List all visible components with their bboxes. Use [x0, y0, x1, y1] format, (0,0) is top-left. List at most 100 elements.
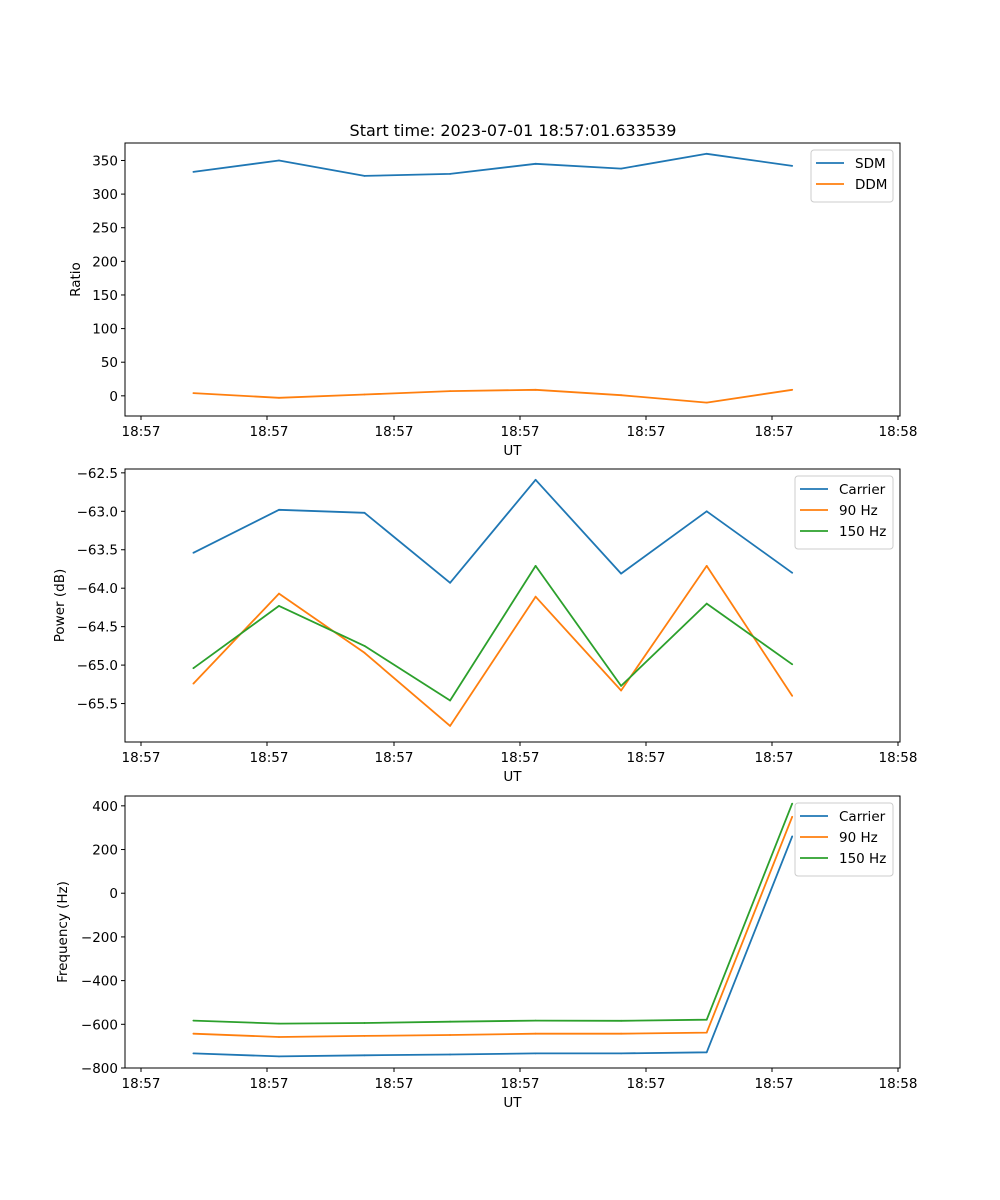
data-point	[534, 478, 537, 481]
data-point	[791, 165, 794, 167]
data-point	[534, 162, 537, 165]
data-point	[449, 581, 451, 584]
x-tick-label: 18:57	[122, 1076, 161, 1092]
legend-label: 150 Hz	[839, 851, 886, 867]
x-tick-label: 18:57	[627, 1076, 666, 1092]
data-point	[278, 159, 280, 162]
series-line-ddm	[193, 388, 793, 404]
data-point	[620, 1032, 622, 1035]
data-point	[705, 1051, 708, 1054]
legend-label: 90 Hz	[839, 830, 878, 846]
data-point	[363, 393, 366, 396]
data-point	[278, 1055, 280, 1058]
y-tick-label: 300	[92, 187, 118, 203]
data-point	[363, 1022, 366, 1024]
data-point	[534, 1019, 537, 1022]
data-point	[534, 595, 537, 598]
data-point	[192, 1019, 195, 1022]
data-point	[705, 1018, 708, 1021]
data-point	[363, 1054, 366, 1057]
y-tick-label: 100	[92, 322, 118, 338]
x-tick-label: 18:57	[122, 424, 161, 440]
y-tick-label: 50	[101, 355, 118, 371]
legend: Carrier 90 Hz 150 Hz	[794, 802, 894, 877]
x-tick-label: 18:57	[627, 424, 666, 440]
data-point	[705, 565, 708, 567]
series-line-90-hz	[192, 565, 793, 727]
data-point	[620, 572, 622, 575]
x-axis-label: UT	[503, 769, 522, 785]
data-point	[705, 152, 708, 155]
data-point	[791, 695, 794, 697]
data-point	[192, 1032, 195, 1035]
y-tick-label: −800	[81, 1061, 118, 1077]
y-tick-label: 0	[109, 886, 118, 902]
x-tick-label: 18:57	[501, 424, 540, 440]
data-point	[449, 1053, 451, 1056]
data-point	[278, 605, 280, 607]
y-axis-label: Power (dB)	[52, 569, 68, 642]
x-axis-label: UT	[503, 443, 522, 459]
series-line-sdm	[193, 152, 793, 177]
data-point	[278, 508, 280, 511]
data-point	[791, 802, 794, 805]
x-tick-label: 18:57	[375, 424, 414, 440]
data-point	[534, 1052, 537, 1055]
data-point	[363, 651, 366, 654]
data-point	[192, 667, 195, 670]
y-tick-label: −600	[81, 1017, 118, 1033]
data-point	[192, 1052, 195, 1055]
data-point	[620, 167, 622, 170]
x-tick-label: 18:57	[627, 750, 666, 766]
data-point	[192, 551, 195, 554]
y-tick-label: 200	[92, 254, 118, 270]
data-point	[192, 682, 195, 685]
y-tick-label: −65.0	[77, 658, 118, 674]
y-axis-label: Frequency (Hz)	[55, 881, 71, 983]
data-point	[705, 602, 708, 605]
data-point	[791, 663, 794, 666]
data-point	[620, 1019, 622, 1022]
panel-1: 18:57 18:57 18:57 18:57 18:57 18:57 18:58 UT 0 50…	[68, 142, 918, 459]
data-point	[705, 1031, 708, 1034]
x-tick-label: 18:57	[375, 750, 414, 766]
data-point	[620, 685, 622, 687]
data-point	[192, 171, 195, 173]
data-point	[620, 1052, 622, 1055]
legend: SDM DDM	[810, 149, 894, 203]
series-line-90-hz	[193, 816, 794, 1038]
panel-2: 18:57 18:57 18:57 18:57 18:57 18:57 18:58 UT −65…	[52, 466, 917, 785]
data-point	[705, 401, 708, 404]
y-tick-label: −64.0	[77, 581, 118, 597]
x-tick-label: 18:58	[879, 424, 918, 440]
x-tick-label: 18:57	[755, 424, 794, 440]
x-tick-label: 18:57	[501, 1076, 540, 1092]
x-tick-label: 18:57	[755, 1076, 794, 1092]
legend-label: Carrier	[839, 482, 886, 498]
x-tick-label: 18:57	[250, 424, 289, 440]
y-tick-label: −62.5	[77, 466, 118, 482]
data-point	[534, 388, 537, 391]
x-tick-label: 18:58	[879, 750, 918, 766]
panels: 18:57 18:57 18:57 18:57 18:57 18:57 18:58 UT 0 50…	[52, 142, 918, 1111]
data-point	[449, 699, 451, 702]
data-point	[449, 725, 451, 727]
y-tick-label: −63.0	[77, 504, 118, 520]
data-point	[791, 815, 794, 818]
y-axis-label: Ratio	[68, 262, 84, 297]
y-tick-label: 150	[92, 288, 118, 304]
data-point	[363, 1035, 366, 1037]
data-point	[363, 175, 366, 177]
data-point	[791, 571, 794, 574]
x-tick-label: 18:57	[122, 750, 161, 766]
figure-title: Start time: 2023-07-01 18:57:01.633539	[350, 121, 677, 140]
data-point	[278, 1036, 280, 1038]
y-tick-label: 250	[92, 221, 118, 237]
y-tick-label: −400	[81, 974, 118, 990]
x-tick-label: 18:57	[250, 750, 289, 766]
x-tick-label: 18:57	[250, 1076, 289, 1092]
y-tick-label: 0	[109, 389, 118, 405]
data-point	[705, 510, 708, 513]
data-point	[620, 394, 622, 397]
series-line-carrier	[192, 478, 793, 584]
